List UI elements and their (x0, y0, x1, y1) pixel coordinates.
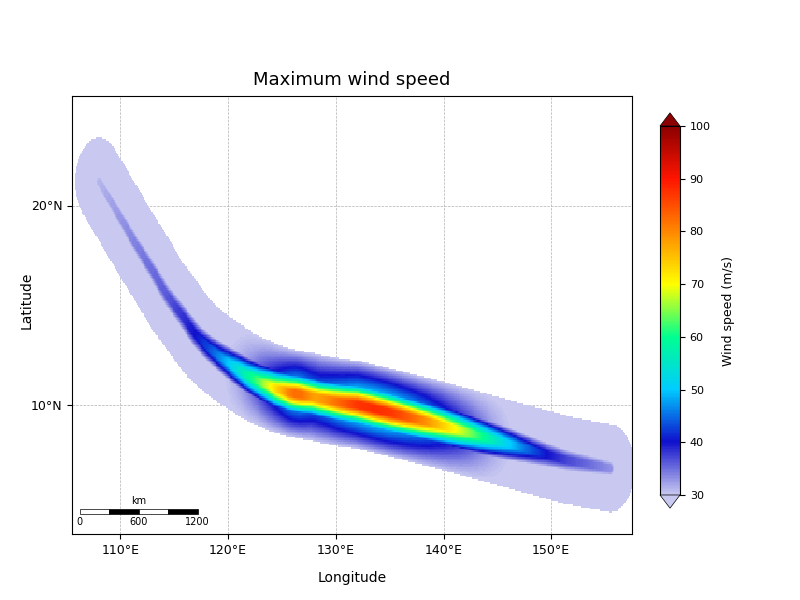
Text: 0: 0 (77, 517, 82, 527)
Bar (109, 509, 138, 514)
Text: 600: 600 (130, 517, 148, 527)
Text: 1200: 1200 (186, 517, 210, 527)
Bar (79, 509, 109, 514)
Y-axis label: Wind speed (m/s): Wind speed (m/s) (722, 256, 735, 365)
Text: Longitude: Longitude (318, 571, 386, 585)
Bar (138, 509, 168, 514)
Text: km: km (131, 496, 146, 506)
Title: Maximum wind speed: Maximum wind speed (254, 71, 450, 89)
Bar (168, 509, 198, 514)
Text: Latitude: Latitude (20, 271, 34, 329)
